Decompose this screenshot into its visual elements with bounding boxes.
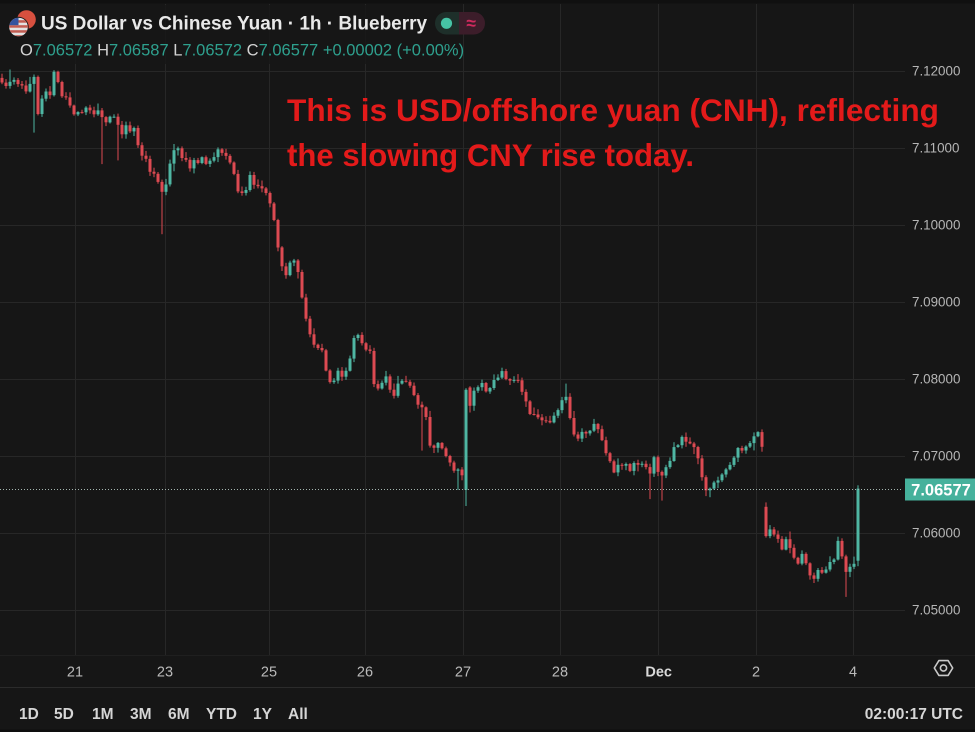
svg-text:US Dollar vs Chinese Yuan · 1h: US Dollar vs Chinese Yuan · 1h · Blueber… bbox=[41, 14, 428, 35]
svg-text:28: 28 bbox=[552, 665, 568, 681]
svg-text:7.05000: 7.05000 bbox=[912, 603, 960, 618]
svg-text:27: 27 bbox=[455, 665, 471, 681]
svg-text:the slowing CNY rise today.: the slowing CNY rise today. bbox=[287, 137, 694, 173]
svg-text:25: 25 bbox=[261, 665, 277, 681]
svg-text:1M: 1M bbox=[92, 706, 114, 723]
svg-text:1D: 1D bbox=[19, 706, 39, 723]
svg-text:This is USD/offshore yuan (CNH: This is USD/offshore yuan (CNH), reflect… bbox=[287, 92, 939, 128]
svg-text:Dec: Dec bbox=[645, 665, 672, 681]
svg-text:4: 4 bbox=[849, 665, 857, 681]
svg-text:7.06000: 7.06000 bbox=[912, 526, 960, 541]
svg-text:3M: 3M bbox=[130, 706, 152, 723]
svg-text:6M: 6M bbox=[168, 706, 190, 723]
svg-text:26: 26 bbox=[357, 665, 373, 681]
svg-text:23: 23 bbox=[157, 665, 173, 681]
svg-text:7.10000: 7.10000 bbox=[912, 218, 960, 233]
svg-text:≈: ≈ bbox=[466, 13, 476, 33]
svg-text:7.09000: 7.09000 bbox=[912, 295, 960, 310]
svg-text:7.12000: 7.12000 bbox=[912, 64, 960, 79]
svg-text:YTD: YTD bbox=[206, 706, 237, 723]
svg-text:21: 21 bbox=[67, 665, 83, 681]
svg-text:2: 2 bbox=[752, 665, 760, 681]
svg-text:7.08000: 7.08000 bbox=[912, 372, 960, 387]
svg-text:7.06577: 7.06577 bbox=[911, 482, 971, 500]
svg-text:All: All bbox=[288, 706, 308, 723]
svg-text:O7.06572 H7.06587 L7.06572 C7.: O7.06572 H7.06587 L7.06572 C7.06577 +0.0… bbox=[20, 42, 464, 60]
svg-text:7.07000: 7.07000 bbox=[912, 449, 960, 464]
svg-text:5D: 5D bbox=[54, 706, 74, 723]
svg-text:02:00:17 UTC: 02:00:17 UTC bbox=[865, 706, 963, 723]
svg-text:1Y: 1Y bbox=[253, 706, 273, 723]
svg-text:7.11000: 7.11000 bbox=[912, 141, 959, 156]
